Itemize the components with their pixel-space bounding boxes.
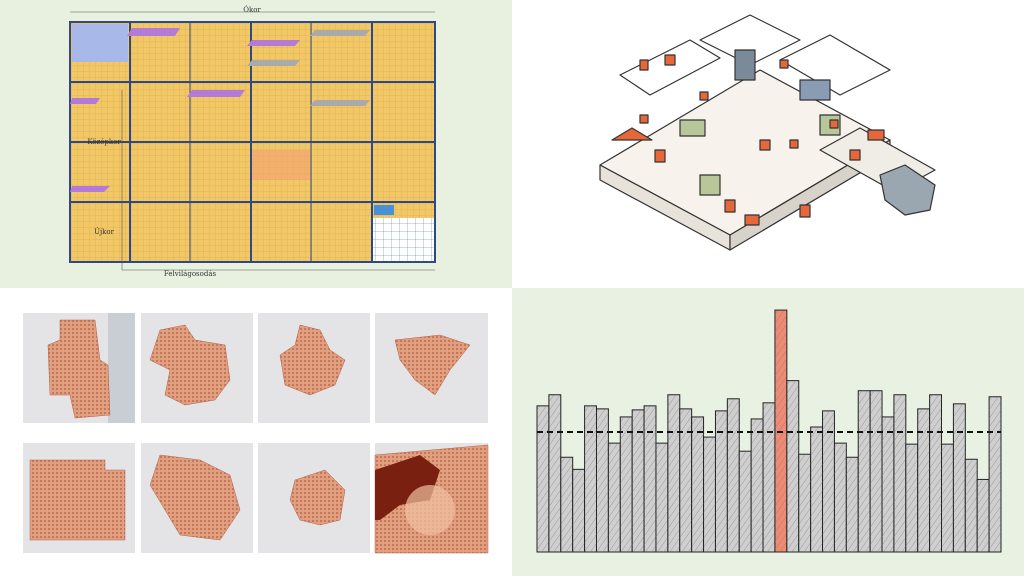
bar [703,436,716,553]
bar [941,443,954,553]
maps-panel [0,288,512,576]
top-label: Ókor [243,5,261,14]
bar [572,468,586,553]
bar [750,418,764,553]
bar [679,408,693,553]
bar [548,394,562,553]
bar [619,416,633,553]
timeline-panel: Ókor Középkor Újkor Felvilágosodás [0,0,512,288]
bar [881,416,895,553]
bar [798,453,812,553]
bar [536,405,550,553]
highlight-cell [72,24,128,62]
bar [667,394,681,553]
bar [643,405,657,553]
bar [691,416,705,553]
bar [857,390,871,553]
bar [952,403,966,553]
bar [762,402,776,553]
bar [976,478,990,553]
bar [786,380,800,553]
bar [964,458,978,553]
bar [738,450,752,553]
left-label: Újkor [94,227,115,236]
grid-lines [69,21,436,263]
bar [929,394,943,553]
bar [893,394,907,553]
bar [607,442,621,553]
bar [584,405,597,553]
stripes [70,28,394,215]
bottom-label: Felvilágosodás [164,270,217,278]
bar-panel [512,288,1024,576]
bar [595,408,609,553]
bar [810,426,824,553]
bar [917,408,931,553]
bar [774,309,788,553]
bar [833,442,847,553]
bar [726,398,740,553]
bar [845,456,859,553]
bar [560,456,574,553]
bar [905,443,919,553]
bar [869,390,883,553]
bar [655,442,669,553]
house-panel [512,0,1024,288]
bar [988,396,1002,553]
left-label: Középkor [87,138,121,146]
empty-grid [373,218,434,261]
